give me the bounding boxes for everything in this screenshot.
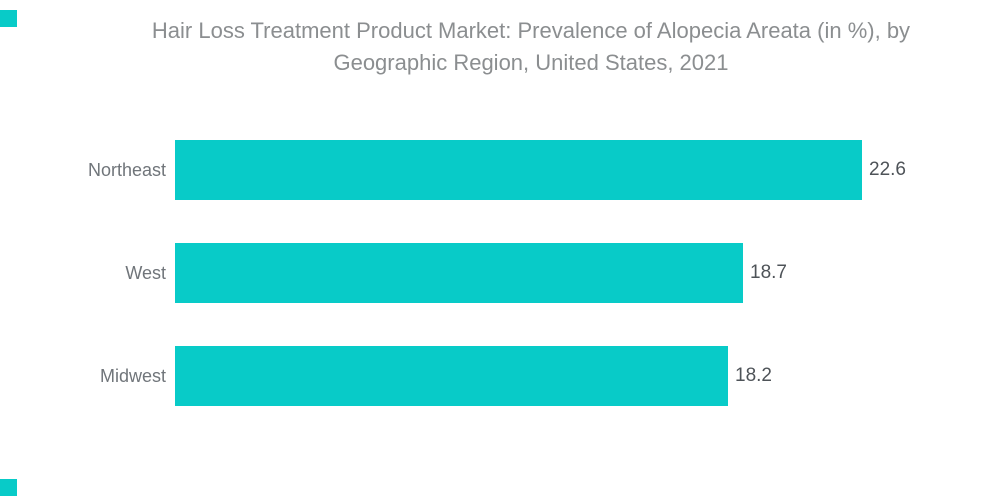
category-label: Midwest [99,365,166,386]
value-label: 18.2 [735,365,772,386]
chart-title-line-2: Geographic Region, United States, 2021 [333,50,729,75]
bar-row: Midwest 18.2 [0,346,1000,406]
category-label: West [125,262,166,283]
bar [175,346,728,406]
bar-row: Northeast 22.6 [0,140,1000,200]
brand-square-top-left-icon [0,10,17,27]
brand-square-bottom-left-icon [0,479,17,496]
value-label: 22.6 [869,159,906,180]
bar [175,140,862,200]
bar [175,243,743,303]
chart-title-line-1: Hair Loss Treatment Product Market: Prev… [151,18,911,43]
chart-title: Hair Loss Treatment Product Market: Prev… [62,15,1000,79]
bar-row: West 18.7 [0,243,1000,303]
value-label: 18.7 [750,262,787,283]
category-label: Northeast [87,159,166,180]
bar-plot: Northeast 22.6 West 18.7 Midwest 18.2 [0,140,1000,406]
